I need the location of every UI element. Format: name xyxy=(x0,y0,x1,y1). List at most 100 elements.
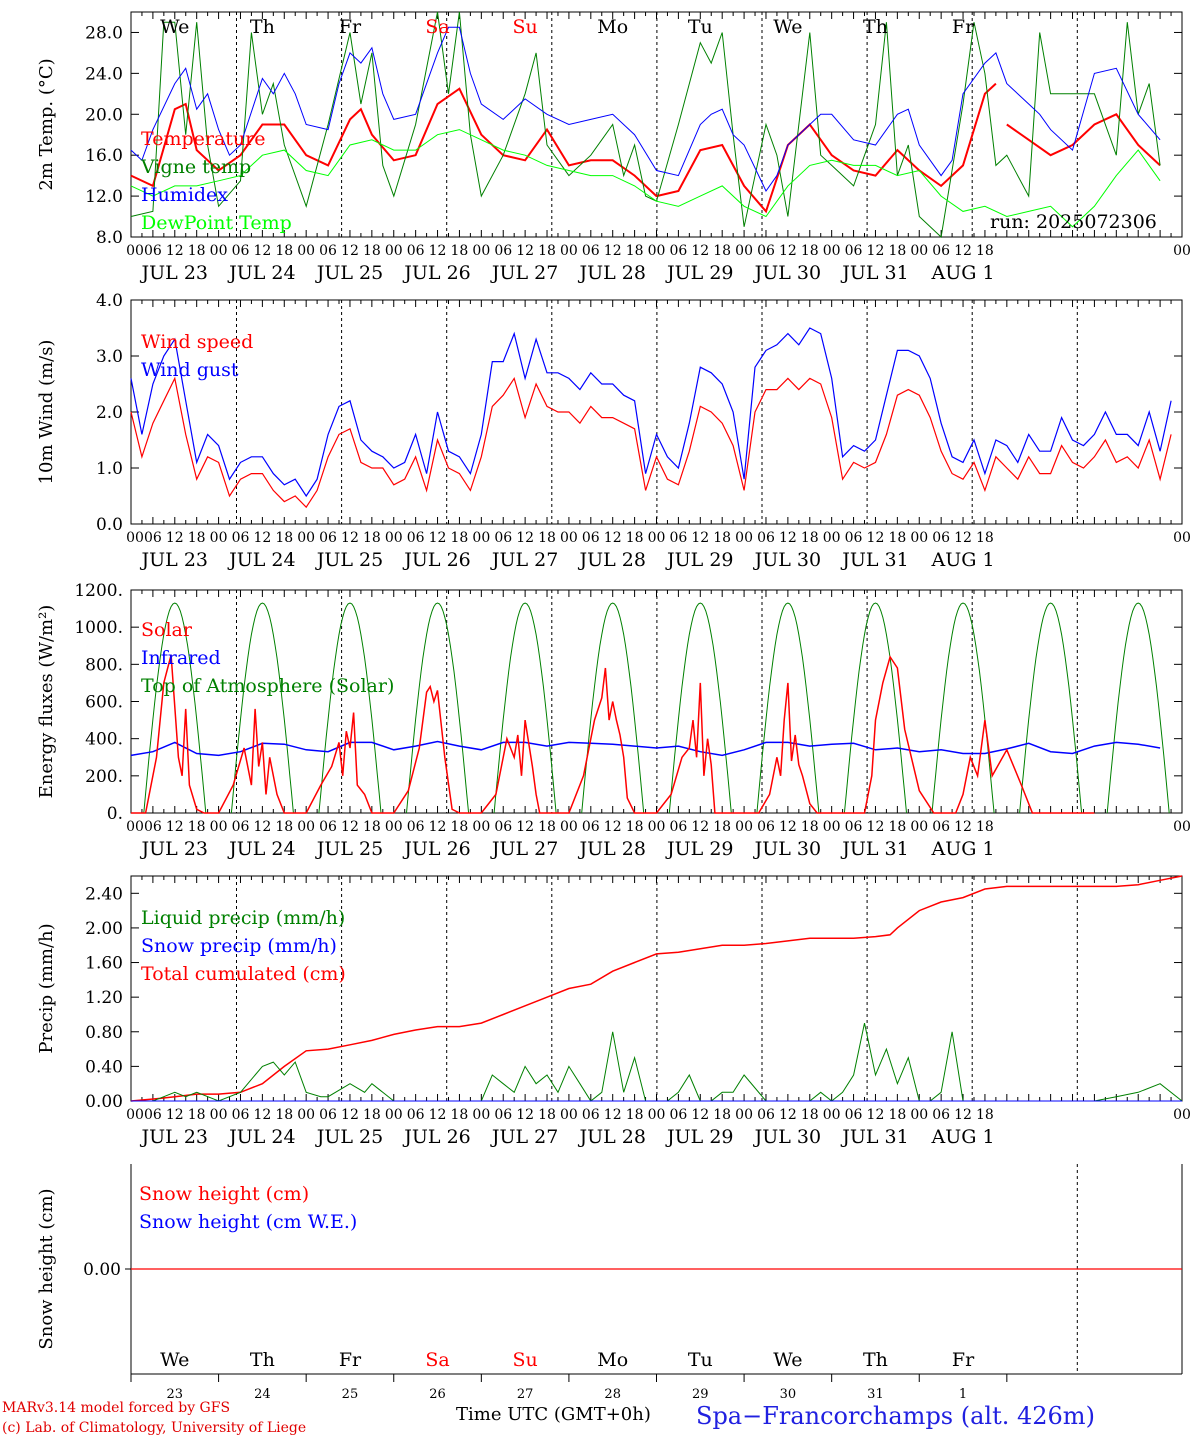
series-top-of-atmosphere xyxy=(581,602,645,814)
date-label: JUL 31 xyxy=(840,262,908,284)
hour-label: 06 xyxy=(407,1107,425,1123)
date-number: 27 xyxy=(517,1387,534,1402)
hour-label: 18 xyxy=(713,530,731,546)
hour-label: 18 xyxy=(626,530,644,546)
hour-label: 12 xyxy=(253,1107,271,1123)
hour-label: 06 xyxy=(669,530,687,546)
hour-label: 06 xyxy=(319,243,337,259)
legend-snow-precip-mm-h-: Snow precip (mm/h) xyxy=(141,935,337,957)
y-tick-label: 800. xyxy=(85,655,123,675)
date-label: JUL 23 xyxy=(140,1126,208,1148)
hour-label: 12 xyxy=(429,530,447,546)
day-name-top: We xyxy=(773,16,802,38)
hour-label: 00 xyxy=(910,1107,928,1123)
y-axis-label: Snow height (cm) xyxy=(36,1188,57,1349)
hour-label: 18 xyxy=(801,243,819,259)
hour-label: 00 xyxy=(648,1107,666,1123)
hour-label: 06 xyxy=(845,530,863,546)
hour-label: 00 xyxy=(385,243,403,259)
hour-label: 18 xyxy=(888,819,906,835)
y-tick-label: 24.0 xyxy=(85,64,123,84)
date-label: JUL 29 xyxy=(665,549,733,571)
hour-label: 12 xyxy=(604,1107,622,1123)
hour-label: 06 xyxy=(932,1107,950,1123)
date-label: JUL 30 xyxy=(753,549,821,571)
date-label: JUL 31 xyxy=(840,838,908,860)
series-total-cumulated-cm- xyxy=(130,875,1183,1102)
day-name-top: Fr xyxy=(952,16,975,38)
panel-frame xyxy=(130,299,1183,525)
date-label: JUL 24 xyxy=(227,1126,295,1148)
date-label: JUL 23 xyxy=(140,262,208,284)
date-label: JUL 24 xyxy=(227,262,295,284)
hour-label: 00 xyxy=(385,1107,403,1123)
hour-label: 06 xyxy=(232,243,250,259)
hour-label: 00 xyxy=(560,530,578,546)
hour-label: 00 xyxy=(210,1107,228,1123)
panel-frame xyxy=(130,11,1183,238)
hour-label: 06 xyxy=(494,819,512,835)
hour-label: 18 xyxy=(363,1107,381,1123)
date-label: JUL 24 xyxy=(227,838,295,860)
y-tick-label: 1.0 xyxy=(96,459,123,479)
legend-liquid-precip-mm-h-: Liquid precip (mm/h) xyxy=(141,907,345,929)
hour-label: 00 xyxy=(297,243,315,259)
hour-label: 06 xyxy=(757,819,775,835)
series-top-of-atmosphere xyxy=(406,602,470,814)
legend-temperature: Temperature xyxy=(141,128,265,150)
hour-label: 06 xyxy=(144,819,162,835)
series-top-of-atmosphere xyxy=(1019,602,1083,814)
hour-label: 12 xyxy=(429,243,447,259)
hour-label: 18 xyxy=(451,530,469,546)
day-name-bottom: We xyxy=(773,1349,802,1371)
hour-label: 12 xyxy=(604,243,622,259)
hour-label: 06 xyxy=(582,530,600,546)
hour-label: 12 xyxy=(954,530,972,546)
legend-total-cumulated-cm-: Total cumulated (cm) xyxy=(141,963,346,985)
date-number: 24 xyxy=(254,1387,271,1402)
series-wind-gust xyxy=(130,327,1172,498)
date-label: JUL 25 xyxy=(315,549,383,571)
hour-label: 12 xyxy=(253,530,271,546)
hour-label: 00 xyxy=(472,819,490,835)
hour-label: 12 xyxy=(341,1107,359,1123)
hour-label: 12 xyxy=(779,530,797,546)
day-name-top: We xyxy=(160,16,189,38)
hour-label: 12 xyxy=(867,243,885,259)
date-label: JUL 26 xyxy=(402,1126,470,1148)
day-name-bottom: Fr xyxy=(952,1349,975,1371)
series-wind-speed xyxy=(130,376,1172,509)
hour-label: 18 xyxy=(888,530,906,546)
hour-label: 06 xyxy=(845,243,863,259)
hour-label: 06 xyxy=(932,243,950,259)
y-tick-label: 200. xyxy=(85,767,123,787)
hour-label: 18 xyxy=(188,243,206,259)
y-tick-label: 2.00 xyxy=(85,919,123,939)
y-tick-label: 0.0 xyxy=(96,515,123,535)
hour-label: 00 xyxy=(210,243,228,259)
hour-label: 18 xyxy=(275,819,293,835)
y-tick-label: 600. xyxy=(85,693,123,713)
hour-label: 12 xyxy=(691,243,709,259)
day-name-bottom: We xyxy=(160,1349,189,1371)
hour-label: 06 xyxy=(144,243,162,259)
legend-wind-speed: Wind speed xyxy=(141,331,253,353)
hour-label: 18 xyxy=(538,243,556,259)
series-top-of-atmosphere xyxy=(230,602,294,814)
hour-label: 06 xyxy=(932,819,950,835)
y-tick-label: 400. xyxy=(85,730,123,750)
series-infrared xyxy=(130,740,1161,757)
day-name-bottom: Fr xyxy=(339,1349,362,1371)
date-label: JUL 29 xyxy=(665,1126,733,1148)
y-tick-label: 2.40 xyxy=(85,884,123,904)
hour-label: 18 xyxy=(626,243,644,259)
hour-label: 18 xyxy=(801,1107,819,1123)
day-name-top: Th xyxy=(250,16,275,38)
series-top-of-atmosphere xyxy=(668,602,732,814)
series-top-of-atmosphere xyxy=(931,602,995,814)
lab-credit: (c) Lab. of Climatology, University of L… xyxy=(2,1420,307,1436)
hour-label: 06 xyxy=(845,1107,863,1123)
day-name-top: Tu xyxy=(688,16,713,38)
date-label: JUL 29 xyxy=(665,262,733,284)
date-label: JUL 23 xyxy=(140,549,208,571)
